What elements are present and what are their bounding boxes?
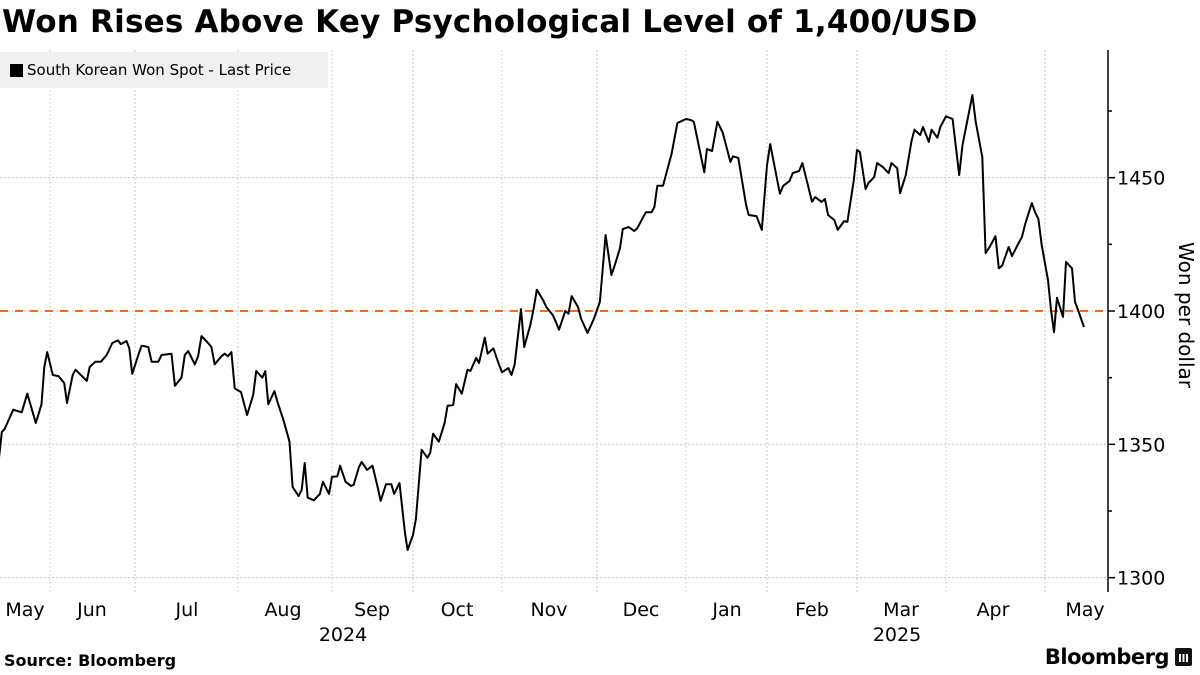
x-year-label: 2025 [873, 624, 921, 646]
y-axis: 1300 1350 1400 1450 [1107, 50, 1165, 592]
logo-wordmark: Bloomberg [1044, 645, 1170, 669]
x-tick-label: Feb [795, 599, 829, 621]
x-year-label: 2024 [319, 624, 367, 646]
x-tick-label: Jan [711, 599, 741, 621]
x-tick-label: Jun [76, 599, 107, 621]
legend-label: South Korean Won Spot - Last Price [27, 61, 292, 79]
legend: South Korean Won Spot - Last Price [0, 52, 328, 88]
x-tick-label: May [5, 599, 44, 621]
x-tick-label: Mar [883, 599, 919, 621]
x-axis: May Jun Jul Aug Sep Oct Nov Dec Jan Feb Mar Apr May 2… [5, 599, 1104, 646]
legend-swatch [10, 63, 23, 77]
series-line-won-spot [0, 94, 1085, 551]
x-tick-label: Aug [264, 599, 301, 621]
source-note: Source: Bloomberg [4, 651, 177, 670]
y-tick-label: 1350 [1117, 434, 1165, 456]
gridlines [0, 50, 1108, 592]
x-tick-label: Sep [354, 599, 390, 621]
x-tick-label: Dec [623, 599, 660, 621]
y-tick-label: 1300 [1117, 568, 1165, 590]
x-tick-label: Nov [530, 599, 567, 621]
y-axis-label: Won per dollar [1174, 242, 1198, 388]
bloomberg-logo: Bloomberg [1045, 645, 1192, 669]
x-tick-label: Apr [977, 599, 1010, 621]
x-tick-label: Oct [441, 599, 474, 621]
y-tick-label: 1450 [1117, 168, 1165, 190]
chart-title: Won Rises Above Key Psychological Level … [2, 4, 978, 40]
x-tick-label: May [1065, 599, 1104, 621]
x-tick-label: Jul [175, 599, 199, 621]
y-tick-label: 1400 [1117, 301, 1165, 323]
bloomberg-chart-icon [1175, 648, 1192, 666]
